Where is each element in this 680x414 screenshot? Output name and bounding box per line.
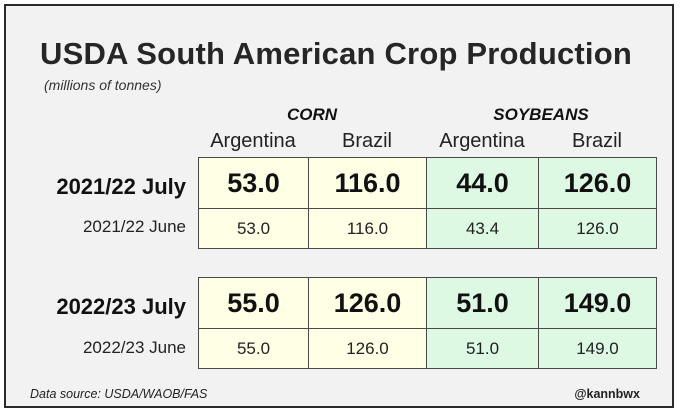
row-label-2021-22-june: 2021/22 June [82,217,186,236]
group-label-corn: CORN [286,105,338,124]
cell-2022-23-july-soybeans-argentina: 51.0 [426,277,539,329]
column-label-corn-brazil: Brazil [341,130,392,152]
table-row-2021-22-june: 53.0 116.0 43.4 126.0 [198,208,657,249]
row-label-2021-22-july: 2021/22 July [56,174,186,199]
column-label-corn-argentina: Argentina [210,130,296,152]
cell-2022-23-july-corn-brazil: 126.0 [308,277,427,329]
author-credit: @kannbwx [574,387,640,401]
column-label-soybeans-argentina: Argentina [439,130,525,152]
cell-2021-22-june-corn-brazil: 116.0 [308,208,427,249]
cell-2022-23-july-soybeans-brazil: 149.0 [538,277,657,329]
cell-2021-22-june-soybeans-argentina: 43.4 [426,208,539,249]
chart-frame: USDA South American Crop Production (mil… [4,4,674,408]
table-row-2022-23-july: 55.0 126.0 51.0 149.0 [198,277,657,329]
row-label-2022-23-june: 2022/23 June [82,338,186,357]
row-label-2022-23-july: 2022/23 July [56,294,186,319]
table-row-2022-23-june: 55.0 126.0 51.0 149.0 [198,328,657,369]
cell-2022-23-june-corn-brazil: 126.0 [308,328,427,369]
cell-2021-22-july-soybeans-argentina: 44.0 [426,157,539,209]
data-source-note: Data source: USDA/WAOB/FAS [30,387,208,401]
chart-title: USDA South American Crop Production [40,36,633,71]
cell-2021-22-july-corn-argentina: 53.0 [198,157,309,209]
cell-2021-22-july-soybeans-brazil: 126.0 [538,157,657,209]
data-table-2022-23: 55.0 126.0 51.0 149.0 55.0 126.0 51.0 14… [198,277,657,369]
cell-2022-23-july-corn-argentina: 55.0 [198,277,309,329]
cell-2022-23-june-corn-argentina: 55.0 [198,328,309,369]
cell-2021-22-june-corn-argentina: 53.0 [198,208,309,249]
cell-2022-23-june-soybeans-brazil: 149.0 [538,328,657,369]
chart-subtitle: (millions of tonnes) [44,77,162,93]
cell-2021-22-june-soybeans-brazil: 126.0 [538,208,657,249]
group-label-soybeans: SOYBEANS [493,105,589,124]
table-row-2021-22-july: 53.0 116.0 44.0 126.0 [198,157,657,209]
column-label-soybeans-brazil: Brazil [571,130,622,152]
data-table-2021-22: 53.0 116.0 44.0 126.0 53.0 116.0 43.4 12… [198,157,657,249]
cell-2021-22-july-corn-brazil: 116.0 [308,157,427,209]
cell-2022-23-june-soybeans-argentina: 51.0 [426,328,539,369]
